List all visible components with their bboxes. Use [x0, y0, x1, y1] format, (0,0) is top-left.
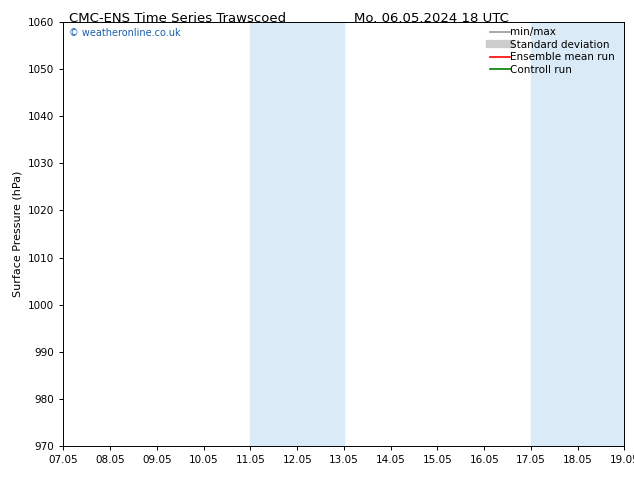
Bar: [250, 22, 344, 446]
Text: CMC-ENS Time Series Trawscoed: CMC-ENS Time Series Trawscoed: [69, 12, 286, 25]
Y-axis label: Surface Pressure (hPa): Surface Pressure (hPa): [13, 171, 23, 297]
Bar: [531, 22, 624, 446]
Text: © weatheronline.co.uk: © weatheronline.co.uk: [69, 28, 181, 38]
Text: Mo. 06.05.2024 18 UTC: Mo. 06.05.2024 18 UTC: [354, 12, 508, 25]
Legend: min/max, Standard deviation, Ensemble mean run, Controll run: min/max, Standard deviation, Ensemble me…: [486, 24, 623, 78]
